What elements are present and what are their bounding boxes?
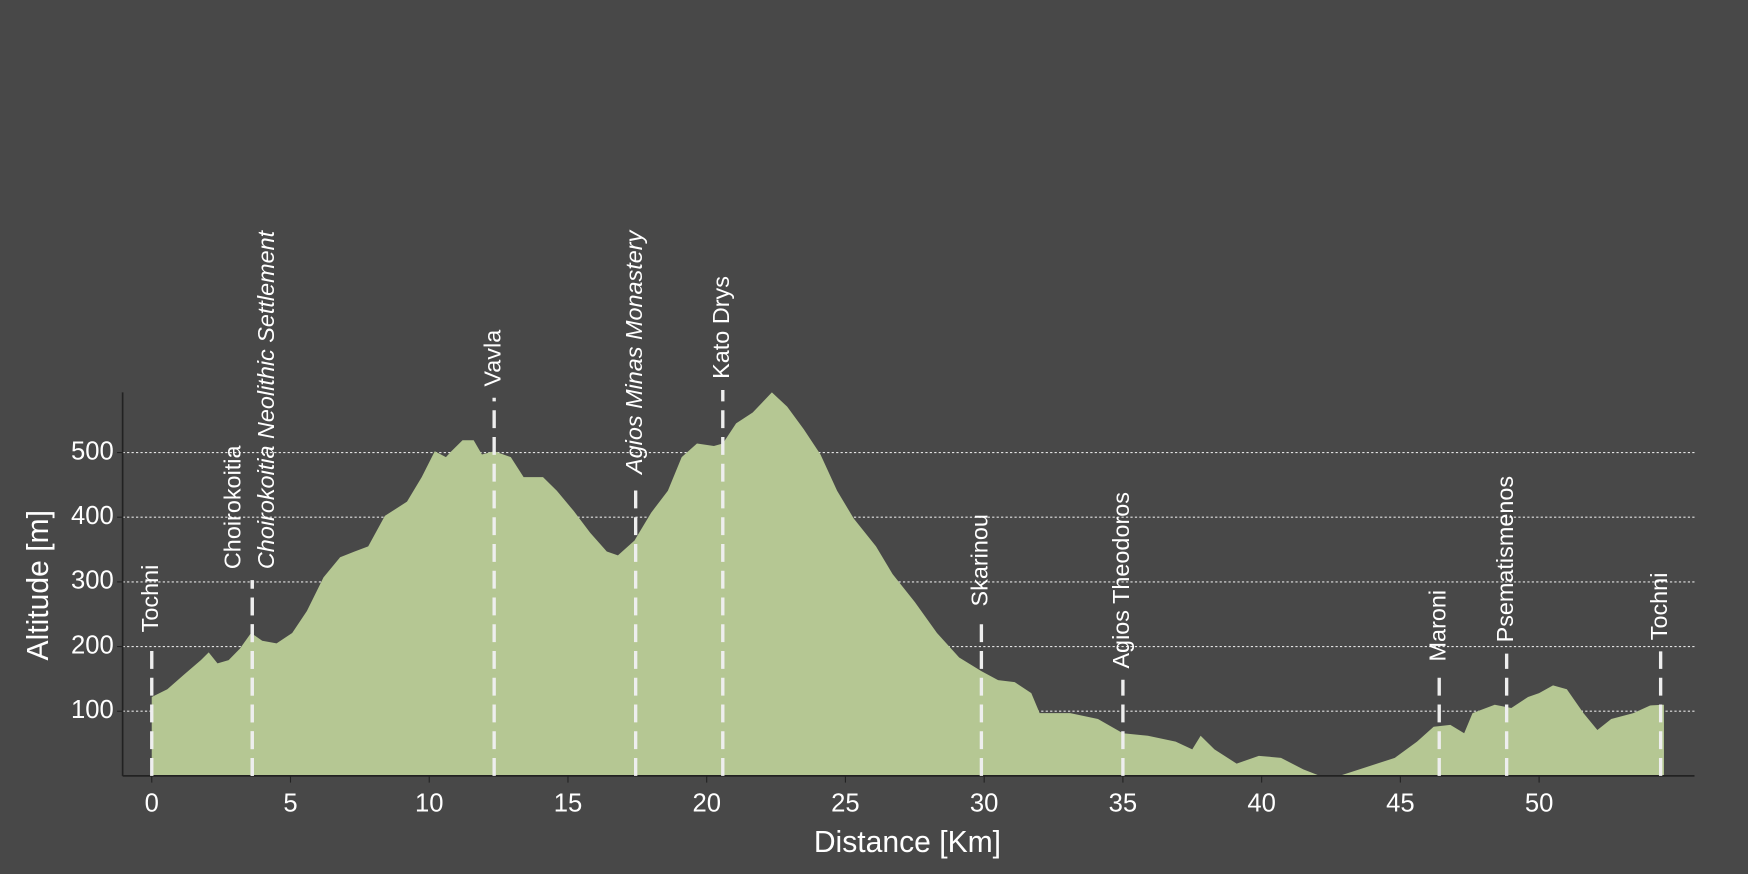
x-tick-label: 25 <box>831 790 860 818</box>
y-axis-title: Altitude [m] <box>22 510 55 660</box>
x-tick-label: 45 <box>1386 790 1415 818</box>
waypoint-label: Tochni <box>1646 573 1672 641</box>
waypoint-label: Agios Theodoros <box>1108 492 1134 669</box>
x-tick-label: 5 <box>283 790 297 818</box>
waypoint-label: Choirokoitia Neolithic Settlement <box>253 229 279 569</box>
x-tick-label: 35 <box>1109 790 1138 818</box>
y-tick-label: 500 <box>71 437 114 465</box>
x-tick-label: 10 <box>415 790 444 818</box>
y-tick-label: 300 <box>71 567 114 595</box>
waypoint-label: Psematismenos <box>1492 476 1518 643</box>
x-tick-label: 20 <box>692 790 721 818</box>
x-tick-label: 15 <box>554 790 583 818</box>
elevation-area <box>151 392 1664 776</box>
waypoint-label: Tochni <box>137 565 163 633</box>
x-tick-label: 0 <box>145 790 159 818</box>
y-tick-label: 200 <box>71 631 114 659</box>
y-tick-label: 400 <box>71 502 114 530</box>
x-tick-label: 30 <box>970 790 999 818</box>
waypoint-label: Agios Minas Monastery <box>621 229 647 476</box>
y-tick-label: 100 <box>71 696 114 724</box>
waypoint-label: Choirokoitia <box>220 445 246 570</box>
x-tick-label: 40 <box>1247 790 1276 818</box>
waypoint-label: Kato Drys <box>708 276 734 379</box>
waypoint-label: Maroni <box>1424 590 1450 662</box>
waypoint-label: Skarinou <box>967 514 993 606</box>
x-axis-title: Distance [Km] <box>814 826 1001 859</box>
waypoint-label: Vavla <box>479 329 505 387</box>
x-tick-label: 50 <box>1525 790 1554 818</box>
